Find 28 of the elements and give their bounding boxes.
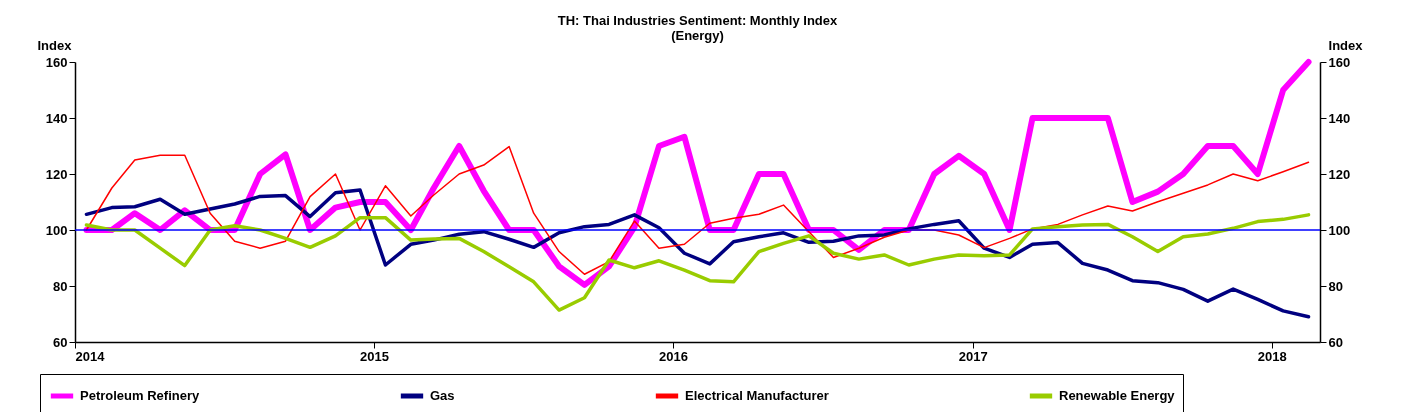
x-tick-label: 2016 [658, 348, 688, 364]
legend-label: Renewable Energy [1059, 388, 1176, 403]
line-series [84, 188, 1311, 319]
y2-tick-label: 80 [1328, 278, 1343, 294]
y2-tick-label: 60 [1328, 334, 1343, 350]
legend-label: Petroleum Refinery [80, 388, 200, 403]
legend-label: Gas [430, 388, 455, 403]
chart-subtitle: (Energy) [671, 28, 724, 43]
x-tick-label: 2014 [75, 348, 106, 364]
y-tick-label: 100 [45, 222, 68, 238]
line-series [84, 213, 1311, 312]
y2-tick-label: 140 [1328, 110, 1351, 126]
y-tick-label: 80 [53, 278, 68, 294]
y2-axis-title: Index [1328, 37, 1364, 53]
y-tick-label: 160 [45, 54, 68, 70]
y-tick-label: 140 [45, 110, 68, 126]
legend-label: Electrical Manufacturer [685, 388, 829, 403]
x-tick-label: 2015 [360, 348, 389, 364]
x-tick-label: 2017 [958, 348, 988, 364]
y-tick-label: 120 [45, 166, 68, 182]
y-axis-title: Index [37, 37, 73, 53]
y-tick-label: 60 [53, 334, 68, 350]
y2-tick-label: 160 [1328, 54, 1351, 70]
chart-title: TH: Thai Industries Sentiment: Monthly Index [557, 13, 839, 28]
y2-tick-label: 120 [1328, 166, 1351, 182]
x-tick-label: 2018 [1257, 348, 1287, 364]
line-series [85, 145, 1310, 275]
y2-tick-label: 100 [1328, 222, 1351, 238]
